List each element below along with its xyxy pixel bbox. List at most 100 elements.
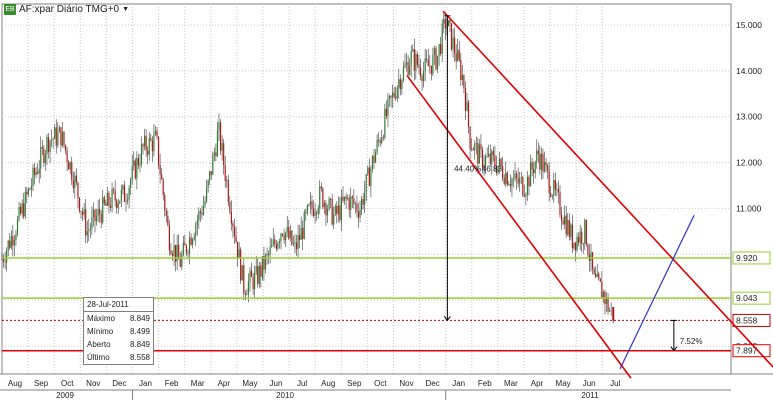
candle-body [418, 64, 420, 68]
candle-body [395, 96, 397, 99]
candle-body [447, 20, 449, 27]
candle-body [449, 20, 451, 24]
level-label: 8.558 [736, 315, 758, 325]
candle-body [201, 212, 203, 215]
candle-body [85, 209, 87, 236]
candle-body [229, 202, 231, 212]
candle-body [368, 167, 370, 187]
candle-body [590, 252, 592, 261]
candle-body [207, 180, 209, 188]
instrument-title[interactable]: AF:xpar Diário TMG+0 [19, 3, 120, 15]
candle-body [221, 143, 223, 151]
candle-body [23, 203, 25, 217]
candle-body [289, 230, 291, 239]
candle-body [390, 95, 392, 98]
candle-body [334, 205, 336, 215]
candle-body [455, 53, 457, 61]
candle-body [483, 165, 485, 168]
candle-body [308, 204, 310, 206]
candle-body [357, 211, 360, 218]
candle-body [2, 259, 5, 262]
info-row-open: Aberto 8.849 [84, 338, 153, 351]
candle-body [381, 137, 383, 143]
info-row-low: Mínimo 8.499 [84, 325, 153, 338]
candle-body [92, 209, 95, 218]
candle-body [374, 152, 377, 163]
candle-body [531, 162, 533, 170]
candle-body [311, 201, 313, 209]
candle-body [413, 49, 415, 71]
candle-body [120, 189, 122, 201]
dropdown-triangle-icon[interactable]: ▼ [122, 5, 130, 13]
info-date-row: 28-Jul-2011 [84, 298, 153, 312]
candle-body [522, 177, 524, 196]
candle-body [281, 233, 284, 236]
candle-body [212, 155, 214, 175]
candle-body [300, 227, 302, 240]
x-tick-label: Sep [34, 379, 49, 388]
x-tick-label: Oct [374, 379, 387, 388]
candle-body [188, 237, 191, 254]
candle-body [492, 151, 494, 156]
candle-body [159, 164, 161, 175]
candle-body [97, 208, 99, 217]
candle-body [192, 239, 194, 245]
candle-body [247, 281, 250, 295]
candle-body [271, 245, 273, 248]
x-tick-label: Jan [139, 379, 152, 388]
candle-body [75, 175, 77, 183]
x-tick-label: Dec [425, 379, 439, 388]
candle-body [528, 176, 530, 187]
candle-body [91, 217, 93, 229]
info-value: 8.558 [129, 353, 150, 362]
candle-body [517, 178, 519, 184]
candle-body [582, 243, 584, 245]
candle-body [553, 180, 555, 196]
x-tick-label: Jan [452, 379, 465, 388]
candle-body [134, 160, 136, 179]
candle-body [213, 152, 215, 156]
candle-body [151, 140, 153, 152]
candle-body [450, 23, 453, 50]
candle-body [55, 127, 57, 146]
candle-body [497, 165, 499, 173]
info-label: Máximo [87, 314, 116, 323]
candle-body [336, 205, 338, 215]
level-label-box [732, 291, 771, 305]
annotation-text: 44.40% [454, 165, 481, 174]
candle-body [193, 236, 195, 240]
candle-body [491, 151, 493, 164]
y-tick-label: 14.000 [736, 66, 762, 76]
x-year-label: 2009 [56, 391, 74, 400]
candle-body [387, 98, 389, 116]
candle-body [339, 205, 341, 220]
candle-body [147, 150, 149, 155]
candle-body [68, 162, 70, 170]
candle-body [30, 186, 33, 190]
candle-body [598, 273, 600, 279]
last-bar-body [612, 307, 615, 321]
candle-body [37, 171, 39, 174]
candle-body [543, 162, 546, 172]
candle-body [452, 37, 454, 50]
candle-body [350, 196, 352, 210]
candle-body [111, 189, 113, 208]
candle-body [24, 191, 26, 217]
candle-body [295, 242, 298, 250]
candle-body [419, 67, 422, 77]
candle-body [283, 235, 285, 241]
candle-body [525, 194, 527, 197]
candle-body [109, 205, 112, 208]
candle-body [294, 242, 296, 244]
x-tick-label: Feb [165, 379, 179, 388]
candle-body [185, 245, 188, 253]
candle-body [512, 178, 515, 180]
candle-body [440, 44, 442, 54]
candle-body [607, 297, 609, 312]
channel-lower-line [406, 74, 632, 379]
candle-body [206, 187, 208, 202]
x-year-label: 2011 [581, 391, 599, 400]
candle-body [125, 201, 127, 203]
candle-body [565, 215, 567, 235]
candle-body [498, 158, 501, 166]
